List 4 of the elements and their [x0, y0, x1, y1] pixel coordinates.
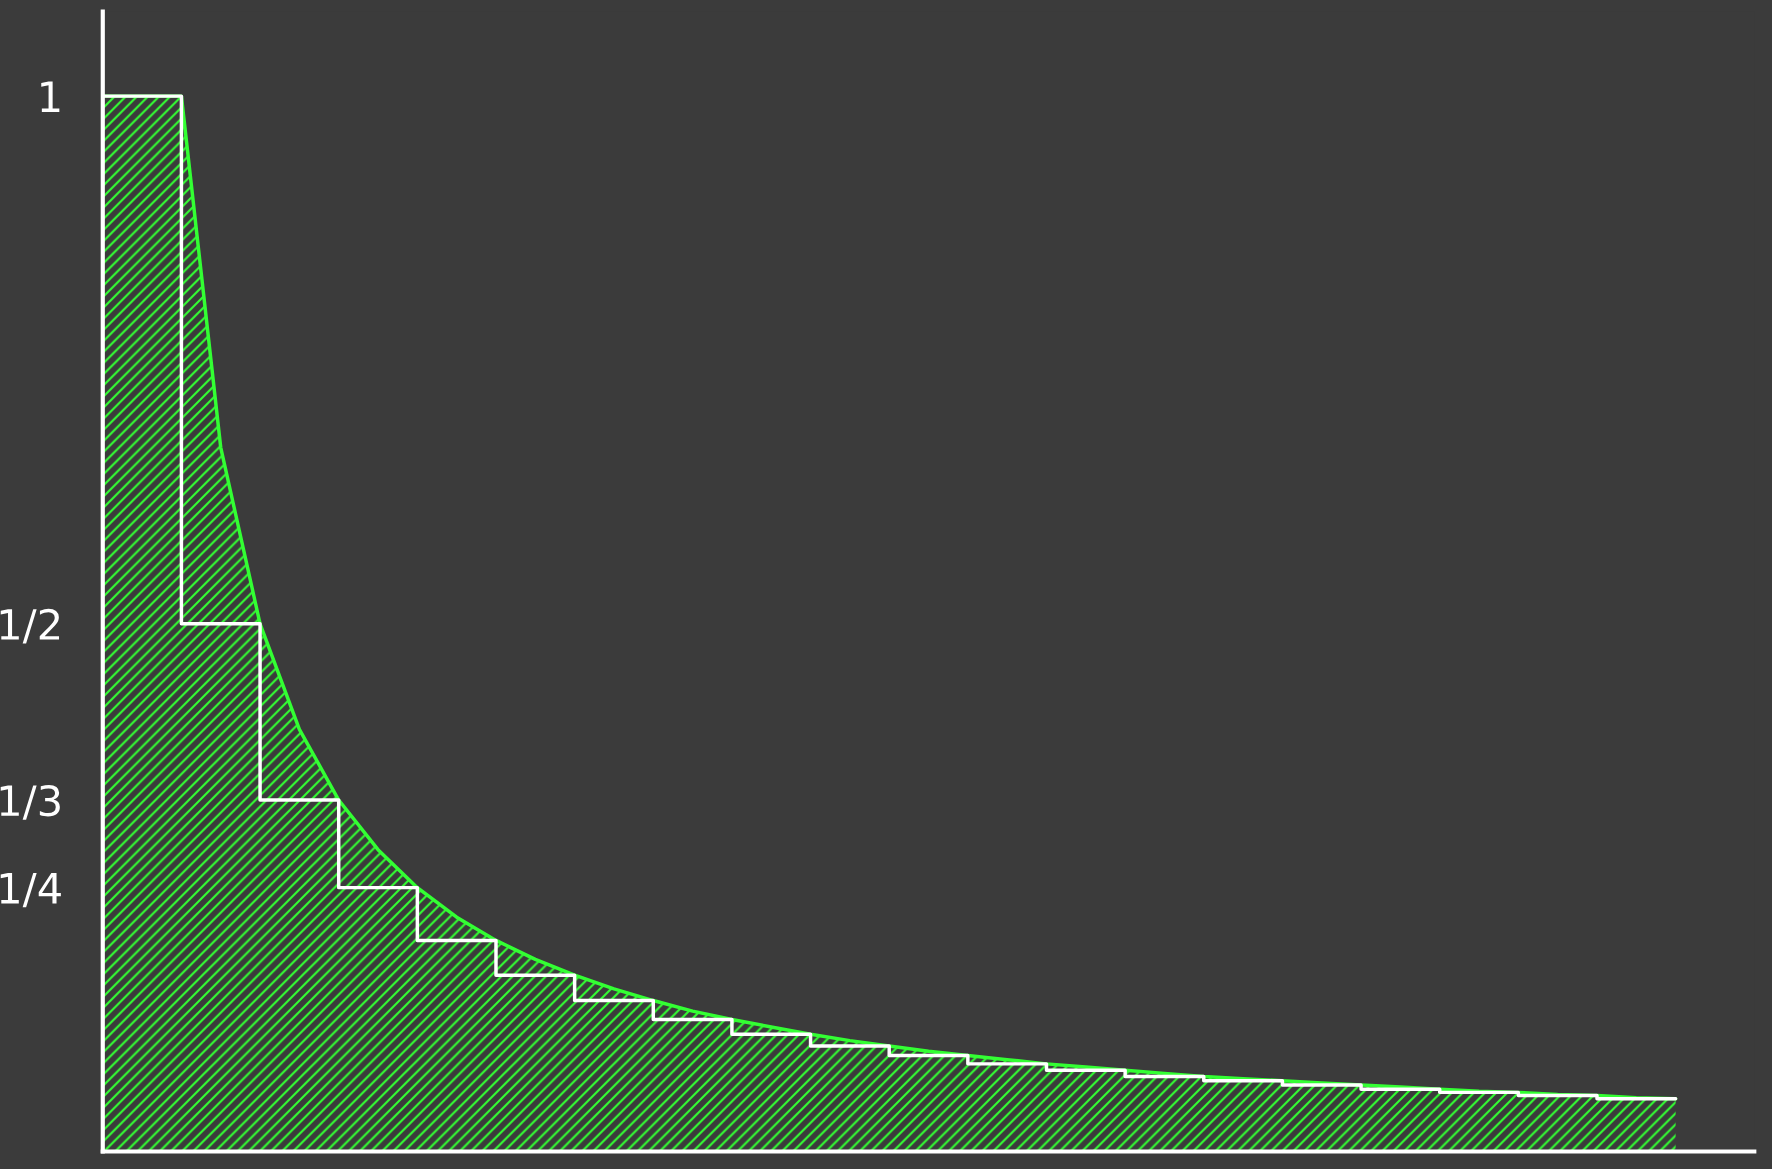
y-tick-label: 1/4 — [0, 873, 61, 908]
y-tick-label: 1/3 — [0, 784, 60, 820]
y-tick-label: 1/2 — [0, 608, 60, 644]
y-tick-label: 1 — [41, 81, 60, 112]
